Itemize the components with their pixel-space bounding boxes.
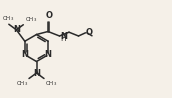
Text: CH$_3$: CH$_3$ <box>2 14 14 23</box>
Text: H: H <box>60 34 66 43</box>
Text: CH$_3$: CH$_3$ <box>45 79 57 88</box>
Text: O: O <box>86 28 93 37</box>
Text: CH$_3$: CH$_3$ <box>16 79 28 88</box>
Text: O: O <box>45 11 52 20</box>
Text: CH$_3$: CH$_3$ <box>25 15 37 24</box>
Text: N: N <box>21 50 28 59</box>
Text: N: N <box>13 25 20 34</box>
Text: N: N <box>45 50 52 59</box>
Text: N: N <box>33 69 40 78</box>
Text: N: N <box>60 32 67 41</box>
